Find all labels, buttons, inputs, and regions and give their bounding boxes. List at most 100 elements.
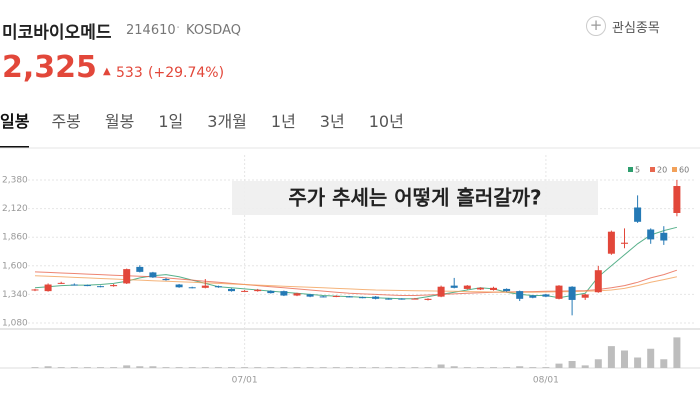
volume-bar <box>110 367 118 368</box>
period-tab[interactable]: 일봉 <box>0 108 30 148</box>
volume-bar <box>568 361 576 368</box>
period-tab[interactable]: 1년 <box>270 112 296 131</box>
volume-bar <box>372 367 380 368</box>
candle-body <box>345 296 353 298</box>
volume-bar <box>660 359 668 368</box>
volume-bar <box>594 359 602 368</box>
y-tick-label: 1,600 <box>2 261 28 271</box>
candle-body <box>372 296 380 299</box>
candle-body <box>542 294 550 297</box>
volume-bar <box>359 367 366 368</box>
candle-body <box>476 287 484 290</box>
candle-body <box>555 285 563 299</box>
volume-bar <box>149 366 157 368</box>
period-tab[interactable]: 1일 <box>158 112 184 131</box>
volume-bar <box>214 367 222 368</box>
y-tick-label: 1,340 <box>2 290 28 300</box>
candle-body <box>516 291 524 299</box>
volume-bar <box>385 367 393 368</box>
plus-icon: + <box>586 16 606 36</box>
y-tick-label: 2,380 <box>2 175 28 185</box>
candle-body <box>319 296 327 298</box>
volume-bar <box>621 350 628 368</box>
volume-bar <box>673 337 681 368</box>
volume-bar <box>503 367 511 368</box>
candle-body <box>660 232 668 241</box>
candle-body <box>44 284 52 292</box>
candle-body <box>31 289 39 291</box>
candle-body <box>634 207 642 222</box>
chart-title: 주가 추세는 어떻게 흘러갈까? <box>288 186 541 210</box>
volume-bar <box>476 367 484 368</box>
candle-body <box>110 285 118 287</box>
volume-bar <box>241 367 249 368</box>
candle-body <box>241 290 249 292</box>
y-tick-label: 1,080 <box>2 319 28 329</box>
candle-body <box>149 272 157 278</box>
volume-bar <box>57 367 65 368</box>
candle-body <box>581 294 589 298</box>
separator-dot: · <box>176 21 181 36</box>
volume-bar <box>634 357 642 368</box>
period-tab[interactable]: 3년 <box>319 112 345 131</box>
plot: 1,080 1,340 1,600 1,860 2,120 2,380 07/01 08/01… <box>0 155 700 386</box>
candle-body <box>673 186 681 213</box>
candle-body <box>228 288 235 292</box>
candle-body <box>594 270 602 293</box>
candle-body <box>437 286 445 297</box>
volume-bar <box>555 363 563 368</box>
period-tab[interactable]: 주봉 <box>51 112 81 131</box>
volume-bar <box>136 366 144 368</box>
y-tick-label: 1,860 <box>2 233 28 243</box>
x-tick-label: 08/01 <box>533 376 559 386</box>
candle-body <box>503 288 511 292</box>
candle-body <box>188 287 196 289</box>
period-tab[interactable]: 월봉 <box>104 112 135 131</box>
period-tab[interactable]: 3개월 <box>207 112 247 131</box>
volume-bar <box>70 367 78 368</box>
watch-label: 관심종목 <box>612 20 660 36</box>
candle-body <box>97 286 104 288</box>
title-background <box>232 181 598 215</box>
volume-bar <box>293 367 301 368</box>
volume-bar <box>306 367 314 368</box>
candle-body <box>136 266 144 272</box>
watch-button[interactable]: + 관심종목 <box>586 16 660 36</box>
legend-label: 20 <box>657 166 667 175</box>
candle-body <box>280 291 288 296</box>
stock-name: 미코바이오메드 <box>2 23 112 43</box>
volume-bar <box>254 367 262 368</box>
volume-bar <box>162 367 170 368</box>
volume-bar <box>332 367 340 368</box>
volume-bar <box>83 367 91 368</box>
volume-bar <box>345 367 353 368</box>
candle-body <box>254 289 262 292</box>
volume-bar <box>175 367 183 368</box>
candle-body <box>621 242 628 244</box>
candle-body <box>359 297 366 299</box>
candle-body <box>70 284 78 286</box>
candle-body <box>123 269 131 284</box>
legend-label: 5 <box>635 166 640 175</box>
period-tab[interactable]: 10년 <box>368 112 404 131</box>
candle-body <box>411 298 419 300</box>
volume-bar <box>647 348 655 368</box>
candle-body <box>83 285 91 287</box>
volume-bar <box>280 367 288 368</box>
price-change: 533 <box>116 65 143 81</box>
candle-body <box>647 229 655 240</box>
volume-bar <box>398 367 406 368</box>
candle-body <box>385 298 393 300</box>
volume-bar <box>319 367 327 368</box>
volume-bar <box>31 367 39 368</box>
volume-bar <box>607 346 615 368</box>
volume-bar <box>424 367 432 368</box>
candle-body <box>332 295 340 297</box>
candle-body <box>568 286 576 300</box>
candle-body <box>607 231 615 254</box>
volume-bar <box>437 364 445 368</box>
legend-swatch <box>628 167 633 172</box>
candle-body <box>175 284 183 288</box>
volume-bar <box>490 367 497 368</box>
